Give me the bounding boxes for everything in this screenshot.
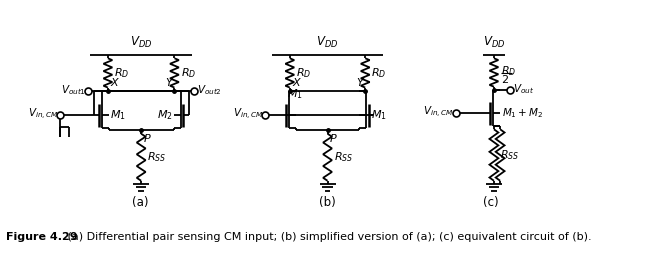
Text: $M_1$: $M_1$: [371, 108, 387, 122]
Text: $R_{SS}$: $R_{SS}$: [500, 148, 520, 162]
Text: $M_1 + M_2$: $M_1 + M_2$: [502, 107, 544, 120]
Text: $V_{in,CM}$: $V_{in,CM}$: [232, 107, 263, 122]
Text: (a): (a): [132, 196, 149, 209]
Text: $V_{out}$: $V_{out}$: [512, 82, 534, 96]
Text: $V_{in,CM}$: $V_{in,CM}$: [424, 105, 454, 120]
Text: $M_1$: $M_1$: [287, 87, 303, 101]
Text: X: X: [293, 78, 300, 88]
Text: $R_D$: $R_D$: [296, 66, 311, 80]
Text: (a) Differential pair sensing CM input; (b) simplified version of (a); (c) equiv: (a) Differential pair sensing CM input; …: [58, 232, 592, 242]
Text: $M_1$: $M_1$: [110, 108, 126, 122]
Text: (b): (b): [318, 196, 336, 209]
Text: X: X: [111, 78, 118, 88]
Text: $\mathregular{2}$: $\mathregular{2}$: [501, 73, 509, 85]
Text: $V_{out2}$: $V_{out2}$: [197, 83, 222, 97]
Text: $R_D$: $R_D$: [501, 64, 516, 78]
Text: P: P: [330, 134, 337, 144]
Text: $R_{SS}$: $R_{SS}$: [148, 150, 167, 164]
Text: Y: Y: [356, 78, 363, 88]
Text: $V_{in,CM}$: $V_{in,CM}$: [28, 107, 58, 122]
Text: $V_{DD}$: $V_{DD}$: [130, 35, 153, 50]
Text: $R_D$: $R_D$: [181, 66, 196, 80]
Text: $R_D$: $R_D$: [371, 66, 387, 80]
Text: Y: Y: [165, 78, 171, 88]
Text: $V_{DD}$: $V_{DD}$: [483, 35, 505, 50]
Text: $V_{out1}$: $V_{out1}$: [61, 83, 85, 97]
Text: $M_2$: $M_2$: [157, 108, 173, 122]
Text: P: P: [144, 134, 150, 144]
Text: $R_D$: $R_D$: [114, 66, 129, 80]
Text: $R_{SS}$: $R_{SS}$: [334, 150, 353, 164]
Text: Figure 4.29: Figure 4.29: [6, 232, 77, 242]
Text: (c): (c): [483, 196, 499, 209]
Text: $V_{DD}$: $V_{DD}$: [316, 35, 338, 50]
